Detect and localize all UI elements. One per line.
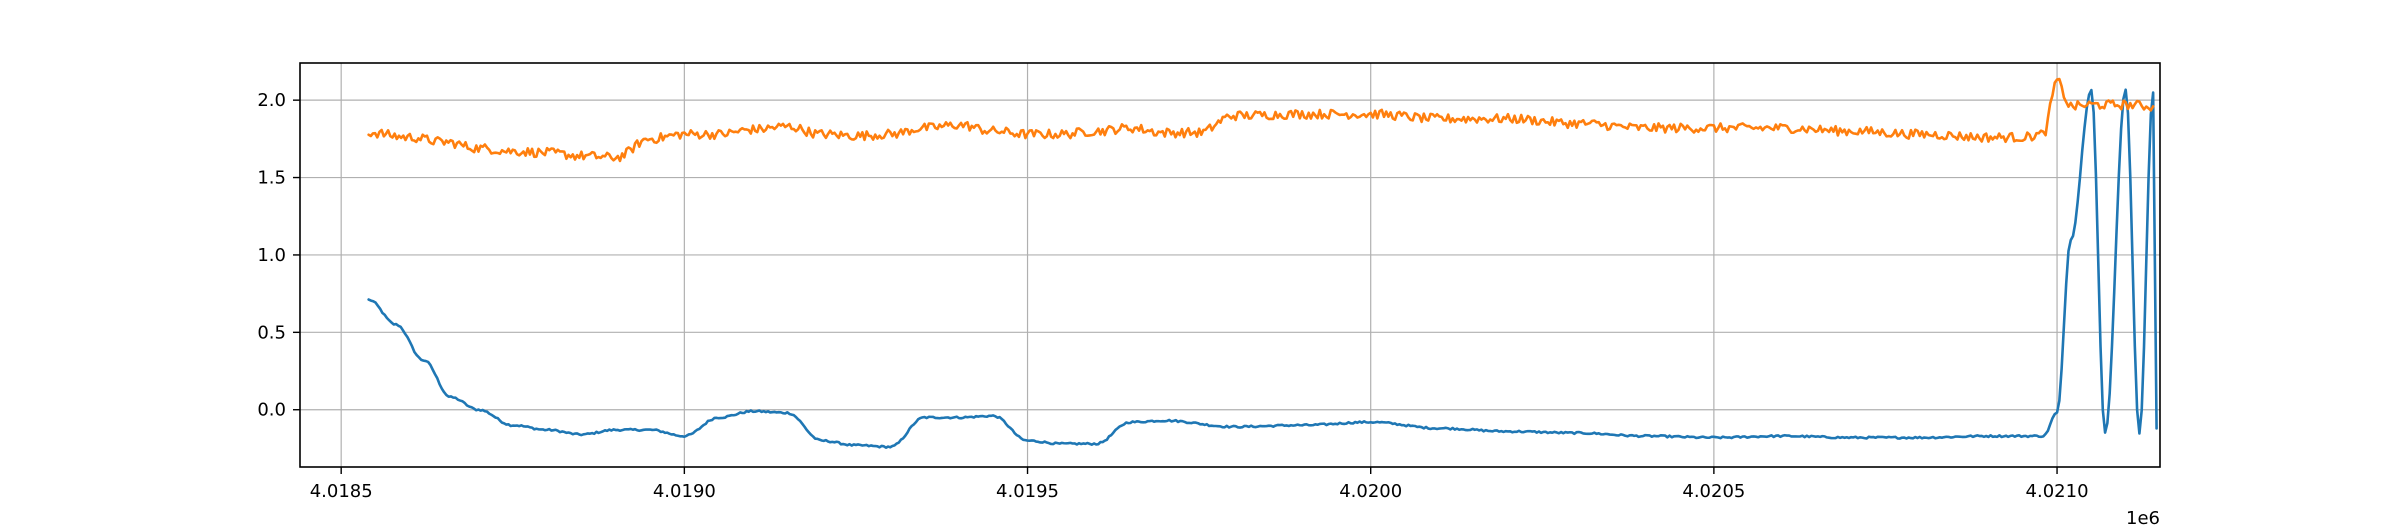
y-tick-label: 1.5 [257,168,286,189]
y-tick-label: 0.0 [257,400,286,421]
x-tick-label: 4.0195 [996,481,1059,502]
ticks: 4.0185 4.0190 4.0195 4.0200 4.0205 4.0210 0.0 0… [257,90,2088,502]
x-tick-label: 4.0185 [310,481,373,502]
x-tick-label: 4.0190 [653,481,716,502]
x-tick-label: 4.0200 [1339,481,1402,502]
series-1-line [367,88,2158,450]
x-tick-label: 4.0210 [2026,481,2089,502]
x-offset-label: 1e6 [2126,508,2160,525]
plot-lines [367,77,2158,450]
y-tick-label: 0.5 [257,322,286,343]
y-tick-label: 2.0 [257,90,286,111]
axes-frame [299,62,2161,468]
grid [300,63,2160,467]
x-tick-label: 4.0205 [1682,481,1745,502]
y-tick-label: 1.0 [257,245,286,266]
series-2-line [367,77,2155,163]
